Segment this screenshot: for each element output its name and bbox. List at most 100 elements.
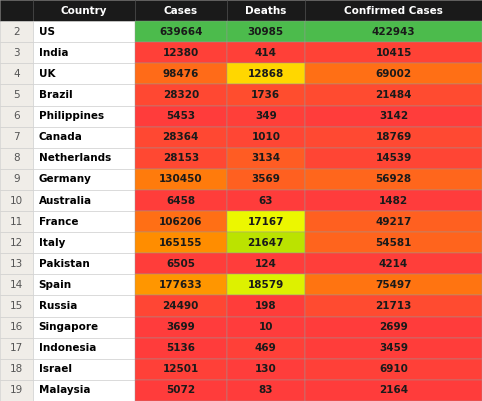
Text: 28364: 28364 bbox=[162, 132, 199, 142]
Text: 2699: 2699 bbox=[379, 322, 408, 332]
Text: 14: 14 bbox=[10, 280, 23, 290]
FancyBboxPatch shape bbox=[33, 148, 135, 169]
FancyBboxPatch shape bbox=[305, 296, 482, 316]
Text: 49217: 49217 bbox=[375, 217, 412, 227]
Text: 24490: 24490 bbox=[162, 301, 199, 311]
FancyBboxPatch shape bbox=[135, 190, 227, 211]
FancyBboxPatch shape bbox=[227, 253, 305, 274]
Text: 422943: 422943 bbox=[372, 26, 415, 36]
Text: 130: 130 bbox=[255, 365, 277, 375]
Text: France: France bbox=[39, 217, 78, 227]
FancyBboxPatch shape bbox=[135, 169, 227, 190]
Text: Deaths: Deaths bbox=[245, 6, 286, 16]
FancyBboxPatch shape bbox=[135, 359, 227, 380]
FancyBboxPatch shape bbox=[0, 105, 33, 127]
FancyBboxPatch shape bbox=[33, 253, 135, 274]
Text: 19: 19 bbox=[10, 385, 23, 395]
FancyBboxPatch shape bbox=[135, 253, 227, 274]
FancyBboxPatch shape bbox=[0, 169, 33, 190]
Text: 5136: 5136 bbox=[166, 343, 195, 353]
Text: 10: 10 bbox=[10, 196, 23, 205]
Text: 6910: 6910 bbox=[379, 365, 408, 375]
FancyBboxPatch shape bbox=[33, 0, 135, 21]
FancyBboxPatch shape bbox=[135, 232, 227, 253]
Text: 2164: 2164 bbox=[379, 385, 408, 395]
Text: 11: 11 bbox=[10, 217, 23, 227]
Text: India: India bbox=[39, 48, 68, 58]
FancyBboxPatch shape bbox=[305, 105, 482, 127]
FancyBboxPatch shape bbox=[305, 253, 482, 274]
FancyBboxPatch shape bbox=[227, 380, 305, 401]
FancyBboxPatch shape bbox=[227, 169, 305, 190]
Text: Philippines: Philippines bbox=[39, 111, 104, 121]
FancyBboxPatch shape bbox=[33, 42, 135, 63]
Text: Malaysia: Malaysia bbox=[39, 385, 90, 395]
FancyBboxPatch shape bbox=[0, 63, 33, 85]
Text: 198: 198 bbox=[255, 301, 277, 311]
Text: 3134: 3134 bbox=[251, 153, 281, 163]
Text: 28153: 28153 bbox=[162, 153, 199, 163]
FancyBboxPatch shape bbox=[227, 211, 305, 232]
FancyBboxPatch shape bbox=[227, 21, 305, 42]
Text: 5453: 5453 bbox=[166, 111, 195, 121]
FancyBboxPatch shape bbox=[0, 232, 33, 253]
Text: 414: 414 bbox=[255, 48, 277, 58]
FancyBboxPatch shape bbox=[227, 190, 305, 211]
Text: 3569: 3569 bbox=[252, 174, 280, 184]
Text: 12380: 12380 bbox=[162, 48, 199, 58]
FancyBboxPatch shape bbox=[305, 169, 482, 190]
FancyBboxPatch shape bbox=[135, 296, 227, 316]
FancyBboxPatch shape bbox=[0, 21, 33, 42]
Text: Israel: Israel bbox=[39, 365, 71, 375]
FancyBboxPatch shape bbox=[33, 211, 135, 232]
FancyBboxPatch shape bbox=[227, 359, 305, 380]
FancyBboxPatch shape bbox=[305, 127, 482, 148]
FancyBboxPatch shape bbox=[0, 359, 33, 380]
Text: Cases: Cases bbox=[164, 6, 198, 16]
FancyBboxPatch shape bbox=[33, 63, 135, 85]
FancyBboxPatch shape bbox=[33, 338, 135, 359]
Text: 3459: 3459 bbox=[379, 343, 408, 353]
FancyBboxPatch shape bbox=[0, 211, 33, 232]
Text: 8: 8 bbox=[13, 153, 20, 163]
FancyBboxPatch shape bbox=[227, 42, 305, 63]
Text: US: US bbox=[39, 26, 54, 36]
Text: Australia: Australia bbox=[39, 196, 92, 205]
Text: 16: 16 bbox=[10, 322, 23, 332]
Text: Confirmed Cases: Confirmed Cases bbox=[344, 6, 443, 16]
Text: 177633: 177633 bbox=[159, 280, 202, 290]
FancyBboxPatch shape bbox=[227, 0, 305, 21]
Text: 1482: 1482 bbox=[379, 196, 408, 205]
FancyBboxPatch shape bbox=[135, 42, 227, 63]
Text: 75497: 75497 bbox=[375, 280, 412, 290]
FancyBboxPatch shape bbox=[227, 296, 305, 316]
FancyBboxPatch shape bbox=[0, 274, 33, 296]
Text: 3: 3 bbox=[13, 48, 20, 58]
Text: 1736: 1736 bbox=[251, 90, 281, 100]
Text: 63: 63 bbox=[258, 196, 273, 205]
Text: 56928: 56928 bbox=[375, 174, 412, 184]
Text: Indonesia: Indonesia bbox=[39, 343, 96, 353]
Text: Pakistan: Pakistan bbox=[39, 259, 89, 269]
FancyBboxPatch shape bbox=[33, 105, 135, 127]
Text: 130450: 130450 bbox=[159, 174, 202, 184]
FancyBboxPatch shape bbox=[135, 21, 227, 42]
FancyBboxPatch shape bbox=[135, 127, 227, 148]
Text: UK: UK bbox=[39, 69, 55, 79]
FancyBboxPatch shape bbox=[33, 21, 135, 42]
FancyBboxPatch shape bbox=[33, 274, 135, 296]
Text: Germany: Germany bbox=[39, 174, 92, 184]
Text: 349: 349 bbox=[255, 111, 277, 121]
FancyBboxPatch shape bbox=[305, 232, 482, 253]
FancyBboxPatch shape bbox=[305, 21, 482, 42]
FancyBboxPatch shape bbox=[33, 296, 135, 316]
Text: 30985: 30985 bbox=[248, 26, 284, 36]
FancyBboxPatch shape bbox=[305, 42, 482, 63]
Text: Russia: Russia bbox=[39, 301, 77, 311]
FancyBboxPatch shape bbox=[0, 127, 33, 148]
Text: 21647: 21647 bbox=[248, 238, 284, 248]
Text: 106206: 106206 bbox=[159, 217, 202, 227]
FancyBboxPatch shape bbox=[135, 105, 227, 127]
Text: 469: 469 bbox=[255, 343, 277, 353]
Text: 13: 13 bbox=[10, 259, 23, 269]
